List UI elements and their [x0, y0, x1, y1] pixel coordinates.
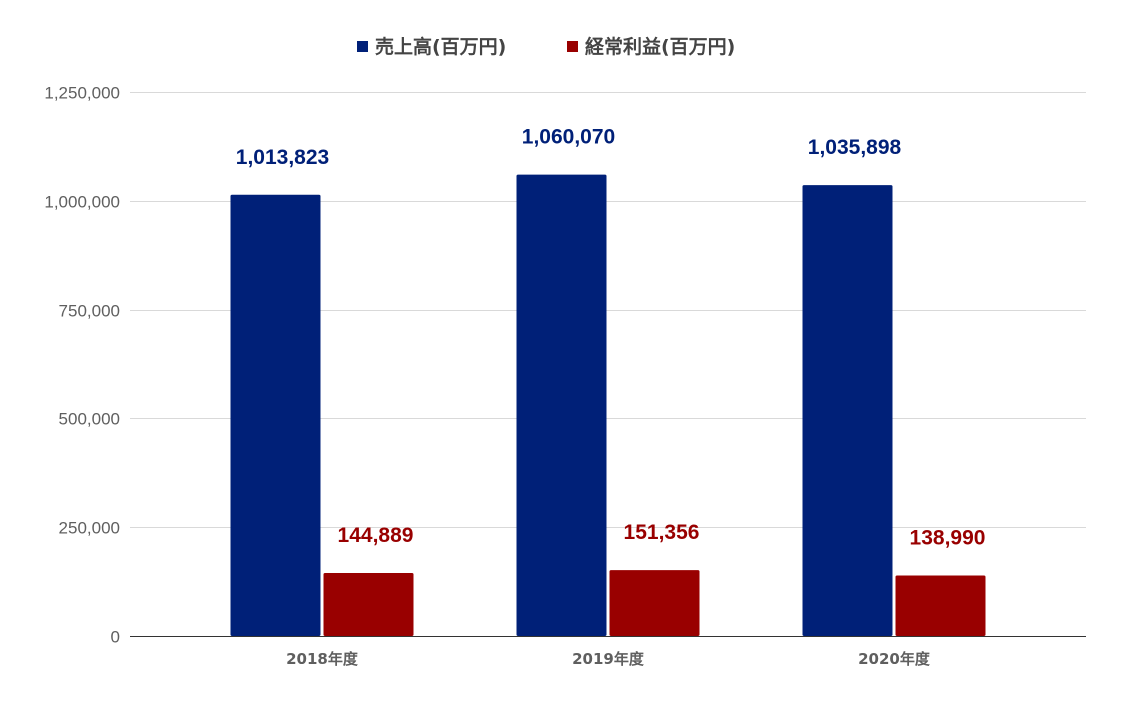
y-tick-label: 250,000 [59, 519, 120, 538]
data-label-sales: 1,060,070 [522, 126, 615, 149]
bar-ordinary-profit [609, 570, 700, 636]
y-tick-label: 1,000,000 [44, 193, 120, 212]
y-axis: 0 250,000 500,000 750,000 1,000,000 1,250,000 [44, 84, 120, 647]
data-label-ordinary-profit: 144,889 [338, 524, 414, 547]
bar-sales [230, 194, 321, 636]
data-label-ordinary-profit: 151,356 [624, 521, 700, 544]
bar-sales [516, 174, 607, 636]
y-tick-label: 500,000 [59, 410, 120, 429]
legend-swatch-sales [357, 41, 368, 52]
x-tick-label: 2020年度 [858, 650, 931, 668]
legend-label-ordinary-profit: 経常利益(百万円) [585, 35, 735, 58]
data-label-sales: 1,035,898 [808, 136, 902, 159]
bar-ordinary-profit [895, 575, 986, 636]
x-tick-label: 2019年度 [572, 650, 645, 668]
chart-legend: 売上高(百万円) 経常利益(百万円) [357, 35, 735, 58]
bar-sales [802, 185, 893, 636]
bars [230, 174, 986, 636]
bar-ordinary-profit [323, 572, 414, 636]
y-tick-label: 750,000 [59, 302, 120, 321]
legend-label-sales: 売上高(百万円) [375, 35, 506, 58]
legend-swatch-ordinary-profit [567, 41, 578, 52]
data-labels: 1,013,823 144,889 1,060,070 151,356 1,035,89… [236, 126, 986, 550]
x-axis: 2018年度 2019年度 2020年度 [130, 636, 1086, 668]
y-tick-label: 1,250,000 [44, 84, 120, 103]
x-tick-label: 2018年度 [286, 650, 359, 668]
data-label-sales: 1,013,823 [236, 146, 329, 169]
data-label-ordinary-profit: 138,990 [910, 527, 986, 550]
y-tick-label: 0 [111, 628, 120, 647]
